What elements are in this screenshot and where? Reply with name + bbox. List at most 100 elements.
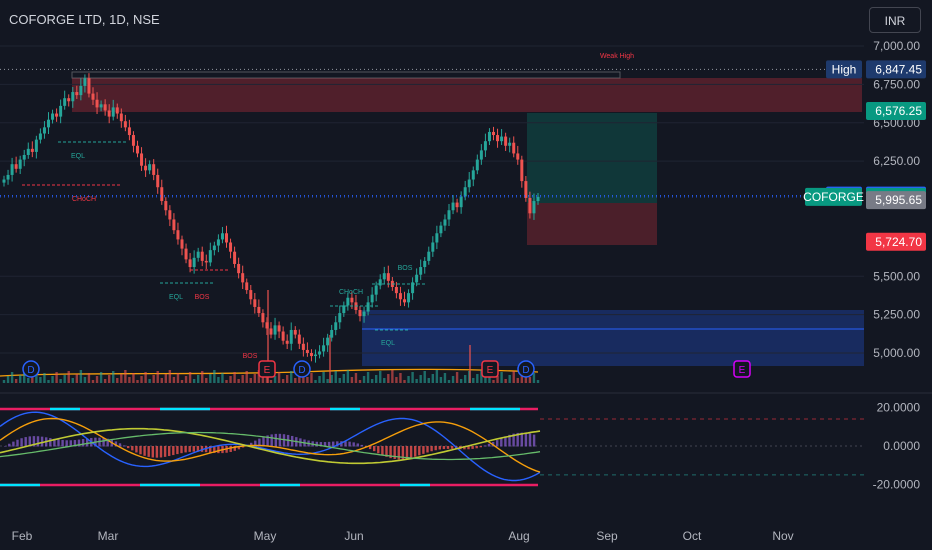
osc-histogram-bar	[262, 436, 265, 447]
osc-histogram-bar	[348, 441, 351, 447]
volume-bar	[391, 370, 394, 383]
osc-histogram-bar	[401, 446, 405, 460]
volume-bar	[265, 373, 269, 383]
candle-body	[520, 159, 524, 182]
candle-body	[241, 273, 245, 283]
osc-histogram-bar	[49, 438, 52, 447]
volume-bar	[128, 377, 131, 383]
candle-body	[184, 248, 188, 260]
candle-body	[305, 349, 309, 353]
price-tag-value: 5,724.70	[875, 235, 922, 249]
osc-histogram-bar	[143, 446, 146, 456]
candle-body	[277, 325, 281, 332]
volume-bar	[290, 371, 293, 383]
osc-histogram-bar	[36, 436, 40, 447]
candle-body	[245, 282, 249, 291]
volume-bar	[330, 375, 333, 383]
candle-body	[415, 274, 419, 283]
candle-body	[237, 263, 241, 274]
candle-body	[192, 257, 196, 268]
candle-body	[253, 299, 257, 307]
volume-bar	[136, 380, 139, 383]
volume-bar	[326, 379, 329, 383]
volume-bar	[59, 379, 62, 383]
osc-histogram-bar	[422, 446, 425, 454]
volume-bar	[395, 377, 398, 383]
osc-histogram-bar	[381, 446, 384, 456]
osc-signal-line	[0, 417, 541, 473]
volume-bar	[180, 380, 184, 383]
volume-bar	[500, 372, 503, 383]
volume-bar	[144, 372, 147, 383]
volume-bar	[196, 375, 200, 383]
osc-histogram-bar	[434, 446, 437, 451]
volume-bar	[435, 370, 439, 383]
osc-histogram-bar	[237, 446, 241, 450]
volume-bar	[463, 375, 467, 383]
candle-body	[516, 153, 520, 160]
candle-body	[398, 293, 402, 300]
candle-body	[322, 345, 326, 352]
osc-histogram-bar	[127, 446, 130, 449]
y-tick-label: 6,250.00	[873, 154, 920, 168]
candle-body	[176, 230, 180, 240]
candle-body	[358, 310, 362, 317]
volume-bar	[419, 375, 422, 383]
candle-body	[318, 351, 322, 355]
x-tick-label: Aug	[508, 529, 529, 543]
osc-histogram-bar	[385, 446, 388, 457]
x-tick-label: Jun	[344, 529, 363, 543]
candle-body	[115, 107, 119, 114]
osc-histogram-bar	[418, 446, 421, 456]
osc-histogram-bar	[430, 446, 433, 452]
osc-histogram-bar	[315, 441, 318, 447]
volume-bar	[95, 376, 99, 383]
osc-histogram-bar	[524, 432, 528, 447]
candle-body	[233, 251, 237, 264]
candle-body	[14, 164, 18, 169]
candle-body	[467, 179, 471, 188]
osc-histogram-bar	[135, 446, 138, 453]
osc-histogram-bar	[426, 446, 429, 453]
stop-zone	[527, 203, 657, 245]
x-tick-label: Oct	[683, 529, 702, 543]
price-tag	[866, 191, 926, 210]
volume-bar	[407, 376, 410, 383]
volume-bar	[488, 373, 491, 383]
osc-histogram-bar	[471, 446, 474, 449]
osc-histogram-bar	[479, 446, 482, 448]
osc-histogram-bar	[270, 434, 273, 447]
candle-body	[487, 131, 491, 142]
volume-bar	[294, 378, 297, 383]
volume-bar	[387, 374, 390, 383]
x-tick-label: May	[254, 529, 277, 543]
osc-histogram-bar	[393, 446, 396, 460]
candle-body	[107, 110, 111, 117]
candle-body	[127, 127, 131, 136]
candle-body	[463, 187, 467, 197]
currency-button[interactable]: INR	[869, 7, 921, 33]
candle-body	[314, 354, 317, 357]
candle-body	[524, 181, 528, 198]
volume-bar	[103, 379, 107, 383]
osc-histogram-bar	[409, 446, 413, 458]
candle-body	[419, 267, 423, 275]
candle-body	[144, 165, 148, 171]
candle-body	[164, 201, 168, 211]
volume-bar	[379, 371, 382, 383]
candle-body	[156, 174, 160, 188]
x-tick-label: Nov	[772, 529, 793, 543]
volume-bar	[225, 380, 228, 383]
candle-body	[382, 273, 386, 280]
volume-bar	[107, 375, 111, 383]
candle-body	[42, 127, 46, 134]
price-tag	[866, 60, 926, 79]
volume-bar	[427, 378, 430, 383]
osc-histogram-bar	[504, 436, 507, 447]
volume-bar	[83, 377, 87, 383]
volume-bar	[10, 372, 14, 383]
osc-histogram-bar	[414, 446, 417, 457]
osc-histogram-bar	[250, 442, 253, 447]
candle-body	[297, 334, 301, 344]
